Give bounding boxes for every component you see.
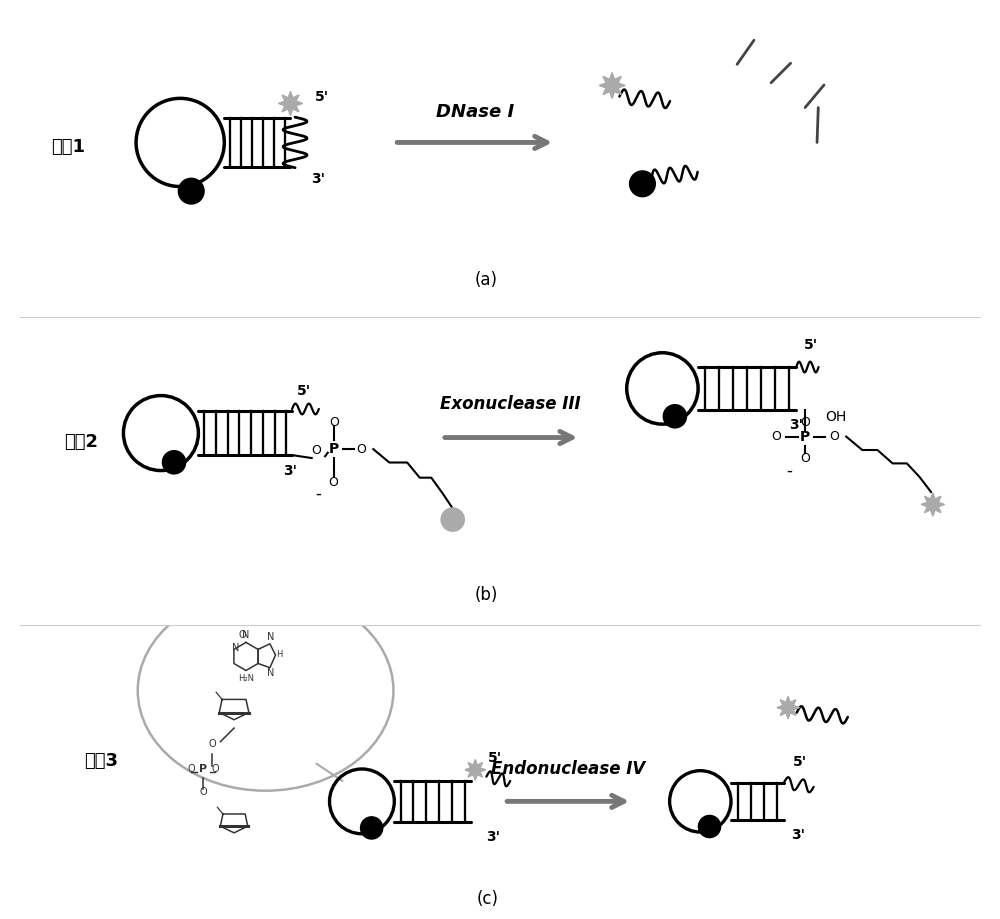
- Text: O: O: [329, 416, 339, 429]
- Polygon shape: [921, 493, 944, 516]
- Text: O: O: [311, 445, 321, 458]
- Text: 3': 3': [486, 830, 500, 844]
- Text: O: O: [238, 630, 246, 641]
- Polygon shape: [777, 697, 799, 719]
- Text: 5': 5': [297, 384, 311, 398]
- Circle shape: [663, 404, 687, 428]
- Text: P: P: [800, 429, 810, 444]
- Text: 3': 3': [789, 418, 803, 433]
- Text: (b): (b): [475, 586, 498, 604]
- Text: P: P: [329, 442, 339, 456]
- Text: O: O: [208, 739, 216, 749]
- Text: O: O: [829, 430, 839, 443]
- Text: 5': 5': [488, 751, 502, 766]
- Text: N: N: [232, 643, 239, 653]
- Text: O: O: [800, 416, 810, 429]
- Circle shape: [361, 817, 383, 839]
- Polygon shape: [279, 92, 302, 115]
- Circle shape: [698, 815, 721, 837]
- Text: P: P: [199, 764, 207, 774]
- Text: 3': 3': [312, 172, 326, 186]
- Text: Exonuclease III: Exonuclease III: [440, 395, 581, 413]
- Circle shape: [441, 508, 464, 531]
- Text: N: N: [267, 668, 274, 678]
- Text: O: O: [200, 788, 207, 798]
- Text: N: N: [242, 630, 250, 641]
- Text: 5': 5': [315, 90, 329, 104]
- Text: 3': 3': [283, 464, 297, 478]
- Text: H: H: [276, 650, 283, 659]
- Text: OH: OH: [825, 410, 846, 424]
- Text: O: O: [772, 430, 782, 443]
- Text: 3': 3': [791, 828, 805, 842]
- Circle shape: [630, 171, 655, 197]
- Text: O: O: [211, 764, 219, 774]
- Circle shape: [162, 450, 186, 474]
- Text: (a): (a): [475, 271, 498, 289]
- Text: 探酨1: 探酨1: [52, 138, 86, 156]
- Circle shape: [178, 178, 204, 204]
- Polygon shape: [599, 73, 625, 98]
- Text: 5': 5': [803, 338, 818, 352]
- Text: (c): (c): [476, 890, 498, 908]
- Text: O: O: [800, 451, 810, 464]
- Text: 5': 5': [792, 754, 807, 768]
- Text: O: O: [188, 764, 195, 774]
- Text: N: N: [267, 632, 274, 642]
- Text: 探酨2: 探酨2: [65, 433, 99, 451]
- Text: O: O: [328, 476, 338, 489]
- Text: 探酨3: 探酨3: [84, 753, 118, 770]
- Text: Endonuclease IV: Endonuclease IV: [491, 760, 645, 778]
- Polygon shape: [465, 760, 486, 780]
- Text: DNase I: DNase I: [436, 103, 514, 120]
- Text: O: O: [356, 443, 366, 456]
- Text: -: -: [786, 461, 792, 480]
- Text: H₂N: H₂N: [238, 674, 254, 683]
- Text: -: -: [315, 484, 321, 503]
